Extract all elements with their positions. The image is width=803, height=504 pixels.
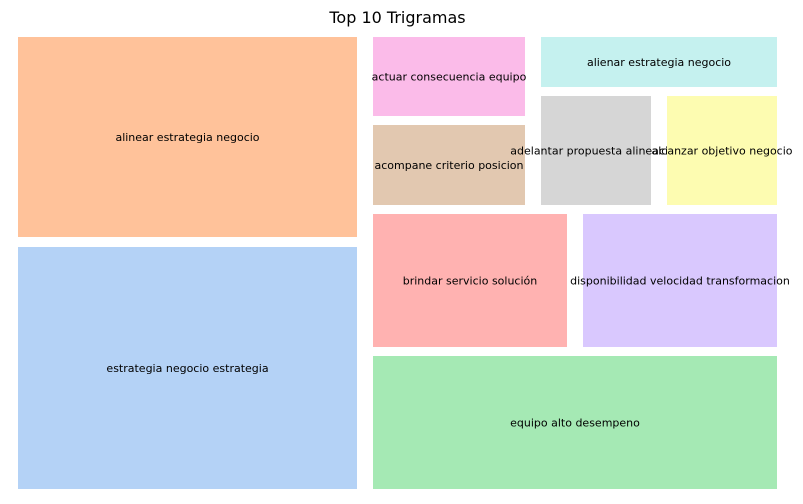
treemap-tile-alinear-estrategia-negocio: alinear estrategia negocio [18,37,357,237]
treemap-tile-label: adelantar propuesta alineacion [510,145,681,158]
treemap-tile-adelantar-propuesta-alineacion: adelantar propuesta alineacion [510,96,682,205]
treemap-tile-rect [373,214,567,347]
treemap-tile-label: alienar estrategia negocio [587,56,731,69]
treemap-tile-rect [373,37,525,116]
treemap-tile-alcanzar-objetivo-negocio: alcanzar objetivo negocio [651,96,793,205]
treemap-tile-label: actuar consecuencia equipo [372,71,527,84]
treemap-tile-rect [541,96,651,205]
treemap-tile-rect [667,96,777,205]
treemap-tile-label: equipo alto desempeno [510,417,640,430]
treemap-tile-disponibilidad-velocidad-transformacion: disponibilidad velocidad transformacion [570,214,790,347]
treemap-tile-acompane-criterio-posicion: acompane criterio posicion [373,125,525,205]
treemap-tile-brindar-servicio-soluci-n: brindar servicio solución [373,214,567,347]
treemap-tile-label: alinear estrategia negocio [115,131,259,144]
treemap-tile-label: alcanzar objetivo negocio [651,145,792,158]
treemap-tile-label: estrategia negocio estrategia [106,362,268,375]
treemap-tile-rect [541,37,777,87]
treemap-tile-rect [18,37,357,237]
treemap-tile-alienar-estrategia-negocio: alienar estrategia negocio [541,37,777,87]
treemap-tile-label: brindar servicio solución [403,275,538,288]
treemap-tile-label: acompane criterio posicion [374,159,523,172]
treemap-tile-actuar-consecuencia-equipo: actuar consecuencia equipo [372,37,527,116]
treemap-tile-rect [373,356,777,489]
treemap-tile-estrategia-negocio-estrategia: estrategia negocio estrategia [18,247,357,489]
treemap-tile-rect [373,125,525,205]
treemap-tile-label: disponibilidad velocidad transformacion [570,275,790,288]
treemap-tile-equipo-alto-desempeno: equipo alto desempeno [373,356,777,489]
treemap-tile-rect [18,247,357,489]
chart-title: Top 10 Trigramas [329,8,466,27]
treemap-tile-rect [583,214,777,347]
